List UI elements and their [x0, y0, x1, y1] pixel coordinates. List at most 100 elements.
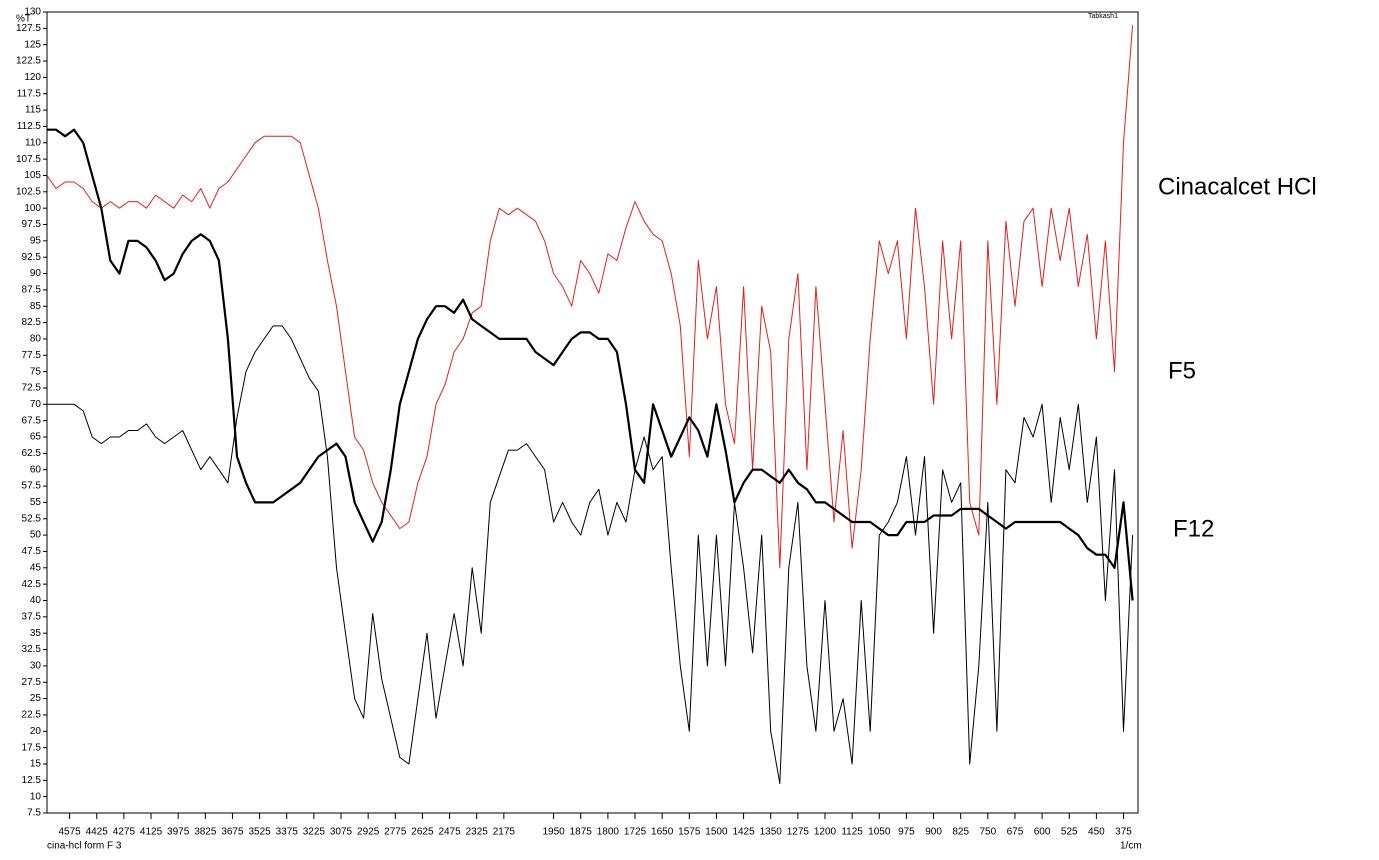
y-tick-label: 12.5 — [22, 775, 42, 786]
y-tick-label: 7.5 — [27, 808, 41, 819]
y-tick-label: 82.5 — [22, 317, 42, 328]
y-tick-label: 35 — [30, 628, 42, 639]
x-tick-label: 4575 — [58, 827, 81, 838]
spectrum-line — [47, 128, 1134, 601]
y-tick-label: 117.5 — [17, 88, 42, 99]
plot-frame — [46, 11, 1139, 814]
y-tick-label: 50 — [30, 530, 42, 541]
y-axis-label: %T — [16, 14, 31, 25]
x-tick-label: 450 — [1088, 827, 1105, 838]
y-tick-label: 85 — [30, 301, 42, 312]
series-label: F5 — [1168, 357, 1196, 384]
spectrum-line — [46, 25, 1134, 569]
x-tick-label: 825 — [952, 827, 969, 838]
x-tick-label: 3225 — [303, 827, 326, 838]
x-tick-label: 1200 — [814, 827, 837, 838]
x-tick-label: 3375 — [276, 827, 299, 838]
y-tick-label: 72.5 — [22, 383, 42, 394]
y-tick-label: 127.5 — [16, 23, 41, 34]
x-tick-label: 3975 — [167, 827, 190, 838]
y-tick-label: 87.5 — [22, 285, 42, 296]
y-tick-label: 112.5 — [17, 121, 42, 132]
x-tick-label: 1350 — [760, 827, 783, 838]
x-tick-label: 1575 — [678, 827, 701, 838]
y-tick-label: 107.5 — [16, 154, 41, 165]
x-tick-label: 1875 — [570, 827, 593, 838]
y-tick-label: 92.5 — [22, 252, 42, 263]
x-tick-label: 1500 — [705, 827, 728, 838]
x-tick-label: 1950 — [542, 827, 565, 838]
y-tick-label: 20 — [30, 726, 42, 737]
y-tick-label: 42.5 — [22, 579, 42, 590]
y-tick-label: 32.5 — [22, 644, 42, 655]
y-tick-label: 52.5 — [22, 513, 42, 524]
y-tick-label: 67.5 — [22, 415, 42, 426]
y-tick-label: 22.5 — [22, 710, 42, 721]
y-tick-label: 100 — [24, 203, 41, 214]
y-tick-label: 37.5 — [22, 611, 42, 622]
x-tick-label: 3525 — [248, 827, 271, 838]
y-tick-label: 15 — [30, 759, 42, 770]
y-tick-label: 120 — [24, 72, 41, 83]
x-axis-label: 1/cm — [1120, 841, 1142, 852]
y-tick-label: 105 — [24, 170, 41, 181]
x-tick-label: 4275 — [113, 827, 136, 838]
y-tick-label: 97.5 — [22, 219, 42, 230]
y-tick-label: 30 — [30, 661, 42, 672]
y-tick-label: 57.5 — [22, 481, 42, 492]
x-tick-label: 2925 — [357, 827, 380, 838]
x-tick-label: 3075 — [330, 827, 353, 838]
x-tick-label: 2625 — [411, 827, 434, 838]
y-tick-label: 40 — [30, 595, 42, 606]
x-tick-label: 1725 — [624, 827, 647, 838]
y-tick-label: 45 — [30, 562, 42, 573]
y-tick-label: 75 — [30, 366, 42, 377]
x-tick-label: 4425 — [86, 827, 109, 838]
x-tick-label: 3825 — [194, 827, 217, 838]
x-tick-label: 2775 — [384, 827, 407, 838]
spectrum-line — [47, 325, 1134, 785]
y-tick-label: 122.5 — [16, 56, 41, 67]
x-tick-label: 675 — [1007, 827, 1024, 838]
x-tick-label: 2475 — [438, 827, 461, 838]
y-tick-label: 90 — [30, 268, 42, 279]
y-tick-label: 55 — [30, 497, 42, 508]
y-tick-label: 10 — [30, 791, 42, 802]
x-tick-label: 375 — [1115, 827, 1132, 838]
footer: cina-hcl form F 3 — [47, 841, 122, 852]
y-tick-label: 25 — [30, 693, 42, 704]
y-tick-label: 125 — [24, 39, 41, 50]
x-tick-label: 2175 — [493, 827, 516, 838]
x-tick-label: 1650 — [651, 827, 674, 838]
x-tick-label: 1275 — [787, 827, 810, 838]
y-tick-label: 77.5 — [22, 350, 42, 361]
y-tick-label: 80 — [30, 334, 42, 345]
tag: Tabkash1 — [1088, 13, 1118, 20]
x-tick-label: 600 — [1034, 827, 1051, 838]
x-tick-label: 750 — [979, 827, 996, 838]
x-tick-label: 4125 — [140, 827, 163, 838]
y-tick-label: 17.5 — [22, 742, 42, 753]
y-tick-label: 60 — [30, 464, 42, 475]
x-tick-label: 975 — [898, 827, 915, 838]
y-tick-label: 95 — [30, 235, 42, 246]
y-tick-label: 115 — [25, 105, 41, 116]
x-tick-label: 3675 — [221, 827, 244, 838]
x-tick-label: 1425 — [732, 827, 755, 838]
x-tick-label: 2325 — [466, 827, 489, 838]
y-tick-label: 102.5 — [16, 186, 41, 197]
x-tick-label: 900 — [925, 827, 942, 838]
y-tick-label: 70 — [30, 399, 42, 410]
y-tick-label: 27.5 — [22, 677, 42, 688]
x-tick-label: 525 — [1061, 827, 1078, 838]
series-label: Cinacalcet HCl — [1158, 173, 1317, 200]
series-label: F12 — [1173, 515, 1214, 542]
y-tick-label: 47.5 — [22, 546, 42, 557]
x-tick-label: 1125 — [841, 827, 863, 838]
x-tick-label: 1800 — [597, 827, 620, 838]
x-tick-label: 1050 — [868, 827, 891, 838]
y-tick-label: 110 — [25, 137, 41, 148]
y-tick-label: 62.5 — [22, 448, 42, 459]
y-tick-label: 130 — [24, 7, 41, 18]
